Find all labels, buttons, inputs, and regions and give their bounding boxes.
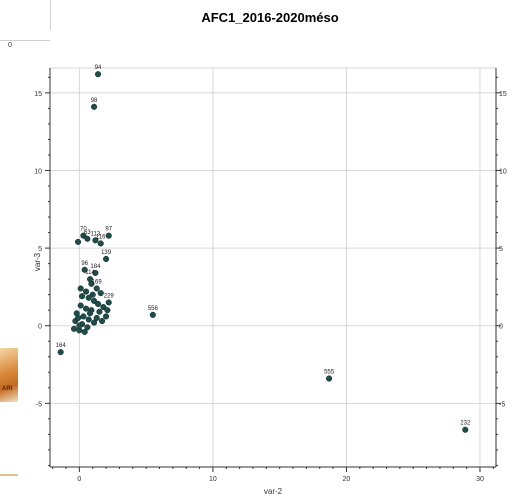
background-window-fragment: 0 — [0, 0, 51, 49]
point-label: 555 — [324, 370, 335, 376]
axes — [45, 68, 501, 472]
data-point — [81, 266, 88, 273]
data-point — [89, 291, 96, 298]
y-axis-label: var-3 — [33, 252, 42, 271]
point-label: 63 — [84, 230, 91, 236]
y-tick-label-left: 15 — [34, 91, 42, 98]
point-label: 94 — [95, 65, 102, 71]
y-tick-label-right: 10 — [499, 168, 507, 175]
point-label: 164 — [56, 343, 67, 349]
x-tick-label: 30 — [476, 476, 484, 483]
y-tick-label-right: 5 — [499, 246, 503, 253]
data-point — [78, 293, 86, 300]
data-point — [77, 302, 84, 309]
data-point — [91, 103, 98, 110]
data-point — [95, 300, 102, 308]
data-points — [57, 71, 469, 433]
point-label: 70 — [80, 227, 87, 233]
point-label: 169 — [92, 279, 103, 285]
y-tick-label-right: 15 — [499, 91, 507, 98]
chart-title: AFC1_2016-2020méso — [201, 10, 338, 25]
data-point — [80, 313, 87, 320]
point-label: 116 — [96, 234, 106, 240]
data-point — [80, 232, 87, 239]
point-label: 232 — [460, 421, 471, 427]
y-tick-label-right: 0 — [499, 324, 503, 331]
x-tick-label: 10 — [209, 476, 217, 483]
data-point — [84, 324, 91, 331]
data-point — [57, 349, 64, 356]
data-point — [149, 311, 156, 318]
point-label: 98 — [91, 98, 98, 104]
data-point — [81, 328, 88, 335]
data-point — [97, 240, 104, 247]
tick-labels: 0 10 20 30 -5 -5 0 0 5 5 10 10 15 15 — [34, 91, 507, 483]
point-label: 96 — [81, 261, 88, 267]
data-point — [76, 322, 83, 329]
chart-panel — [50, 30, 504, 477]
point-label: 114 — [85, 270, 95, 276]
point-label: 556 — [148, 306, 159, 312]
x-tick-label: 0 — [77, 476, 81, 483]
background-logo: ARI — [0, 348, 18, 402]
data-point — [74, 314, 82, 322]
data-point — [96, 308, 103, 315]
background-tick-label: 0 — [8, 42, 12, 49]
data-point — [92, 237, 99, 244]
x-tick-label: 20 — [343, 476, 351, 483]
y-tick-label-left: -5 — [36, 401, 42, 408]
point-label: 139 — [101, 250, 112, 256]
data-point — [83, 288, 90, 295]
grid-lines — [50, 68, 496, 467]
data-point — [462, 426, 469, 433]
data-point — [97, 290, 104, 297]
data-point — [83, 305, 90, 312]
data-point — [70, 325, 78, 332]
background-logo-text: ARI — [2, 386, 13, 392]
data-point — [105, 299, 112, 306]
data-point — [93, 314, 100, 322]
data-point — [85, 316, 92, 323]
x-axis-label: var-2 — [264, 487, 283, 496]
point-label: 113 — [91, 231, 101, 237]
point-label: 229 — [104, 293, 115, 299]
data-point — [87, 310, 94, 317]
data-point — [91, 319, 98, 326]
data-point — [105, 232, 112, 239]
y-tick-label-left: 10 — [34, 168, 42, 175]
data-point — [92, 269, 99, 276]
data-point — [99, 318, 106, 325]
data-point — [104, 307, 111, 314]
data-point — [91, 297, 98, 304]
background-divider — [0, 474, 18, 476]
y-tick-label-right: -5 — [499, 401, 505, 408]
data-point — [85, 294, 92, 301]
point-label: 97 — [105, 227, 112, 233]
y-tick-label-left: 5 — [38, 246, 42, 253]
data-point — [74, 238, 82, 245]
data-point — [100, 304, 107, 311]
data-point — [103, 313, 110, 320]
y-tick-label-left: 0 — [38, 324, 42, 331]
data-point — [103, 255, 110, 263]
data-point — [88, 280, 95, 287]
data-point — [326, 375, 333, 382]
data-point — [95, 71, 102, 78]
data-point — [93, 285, 100, 292]
data-point — [84, 235, 91, 242]
data-point — [77, 285, 84, 292]
point-label: 184 — [90, 264, 101, 270]
